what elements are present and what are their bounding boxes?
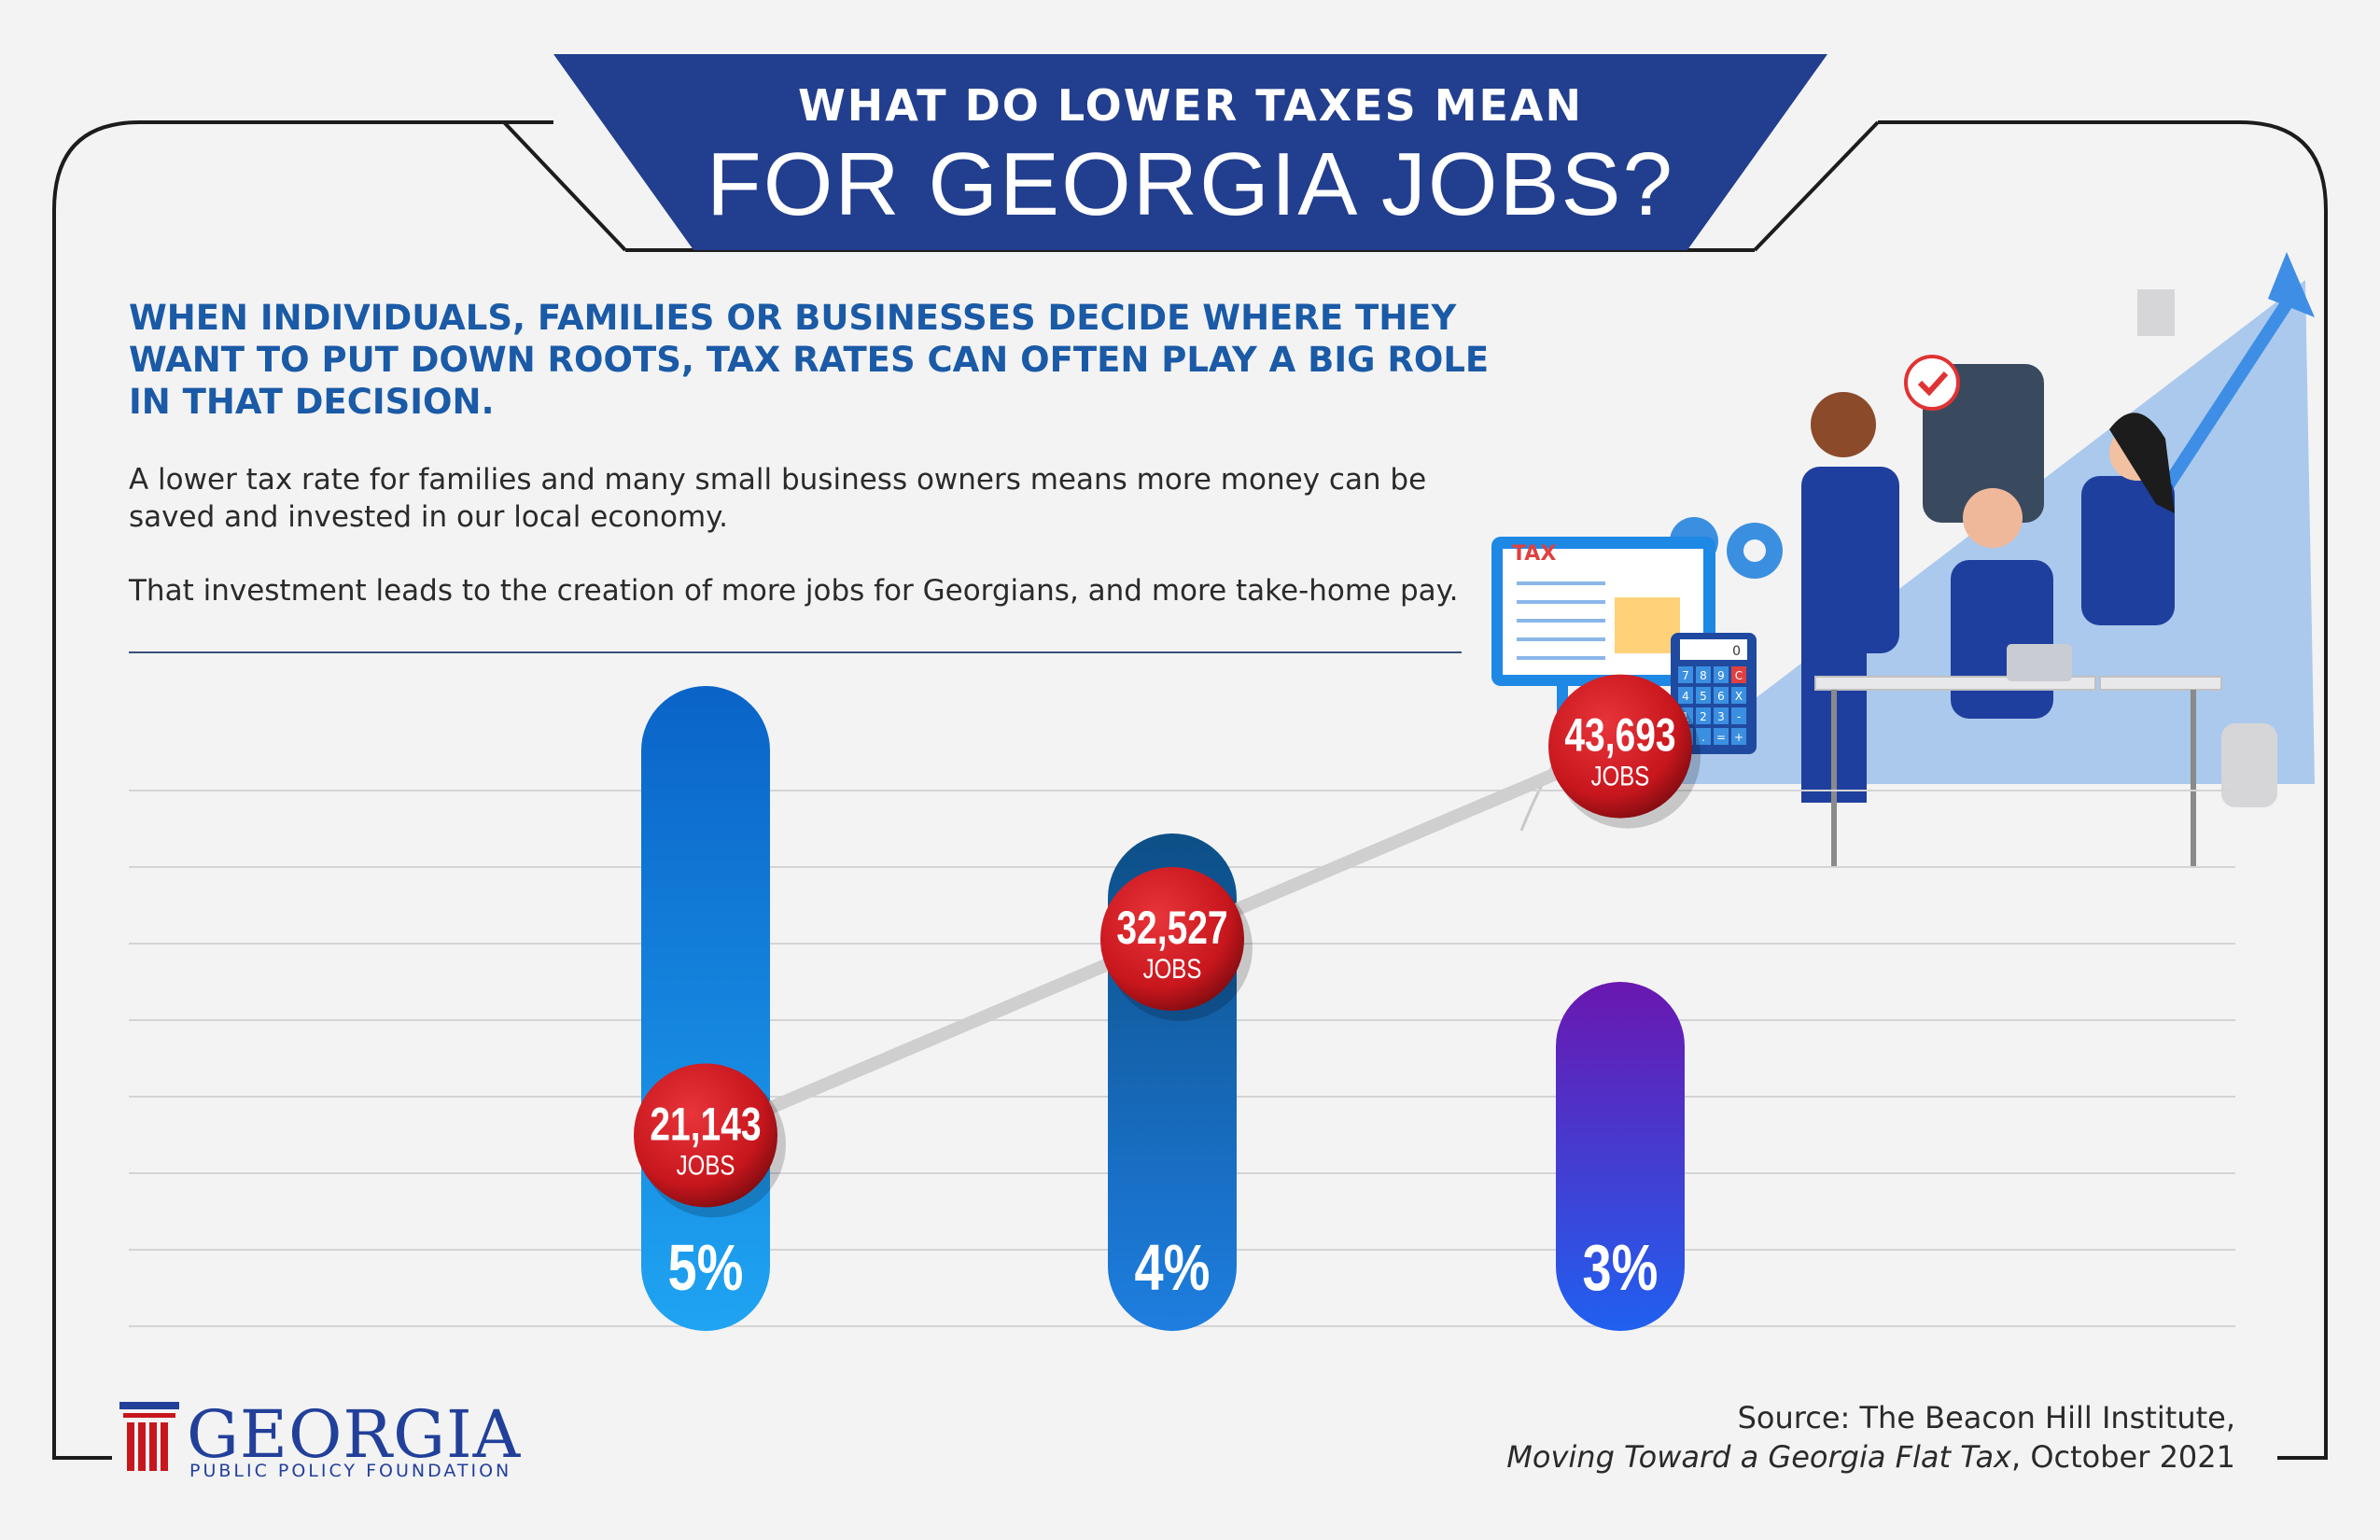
jobs-unit-label: JOBS <box>1143 952 1202 984</box>
logo-subtitle: PUBLIC POLICY FOUNDATION <box>189 1461 512 1481</box>
tax-label: TAX <box>1512 542 1556 566</box>
intro-headline: WHEN INDIVIDUALS, FAMILIES OR BUSINESSES… <box>129 298 1490 422</box>
logo-name: GEORGIA <box>187 1396 522 1473</box>
svg-text:3: 3 <box>1717 710 1725 723</box>
category-label: 3% <box>1583 1232 1659 1304</box>
svg-text:X: X <box>1735 690 1743 703</box>
source-date: , October 2021 <box>2010 1439 2235 1475</box>
jobs-unit-label: JOBS <box>677 1149 735 1181</box>
svg-text:2: 2 <box>1700 710 1707 723</box>
svg-text:6: 6 <box>1717 690 1725 703</box>
svg-text:8: 8 <box>1700 669 1707 682</box>
svg-text:-: - <box>1737 710 1741 723</box>
category-label: 5% <box>668 1232 744 1304</box>
jobs-value-label: 32,527 <box>1116 901 1227 954</box>
svg-text:.: . <box>1701 731 1705 744</box>
svg-text:5: 5 <box>1700 690 1707 703</box>
logo-pillar-icon <box>119 1402 179 1471</box>
svg-text:9: 9 <box>1717 669 1725 682</box>
intro-paragraph-2: That investment leads to the creation of… <box>129 574 1459 608</box>
category-label: 4% <box>1135 1232 1211 1304</box>
title-banner: WHAT DO LOWER TAXES MEAN FOR GEORGIA JOB… <box>553 54 1827 250</box>
bar-3pct <box>1556 982 1685 1331</box>
jobs-value-label: 21,143 <box>650 1098 761 1151</box>
section-divider <box>129 651 1462 653</box>
svg-text:+: + <box>1734 731 1743 744</box>
title-line-2: FOR GEORGIA JOBS? <box>707 134 1674 234</box>
svg-text:4: 4 <box>1682 690 1689 703</box>
svg-text:0: 0 <box>1732 644 1741 659</box>
office-illustration: TAX 0 789C456X123-0.=+ <box>1491 252 2315 868</box>
source-line-2: Moving Toward a Georgia Flat Tax, Octobe… <box>1506 1437 2235 1477</box>
intro-paragraph-1: A lower tax rate for families and many s… <box>129 463 1427 534</box>
jobs-value-label: 43,693 <box>1564 708 1675 762</box>
source-title: Moving Toward a Georgia Flat Tax <box>1506 1439 2011 1475</box>
svg-text:C: C <box>1735 669 1743 682</box>
source-line-1: Source: The Beacon Hill Institute, <box>1737 1400 2235 1435</box>
svg-text:=: = <box>1716 731 1726 744</box>
source-citation: Source: The Beacon Hill Institute, Movin… <box>1506 1398 2235 1477</box>
jobs-unit-label: JOBS <box>1591 760 1650 791</box>
svg-text:7: 7 <box>1682 669 1689 682</box>
title-line-1: WHAT DO LOWER TAXES MEAN <box>797 80 1584 131</box>
